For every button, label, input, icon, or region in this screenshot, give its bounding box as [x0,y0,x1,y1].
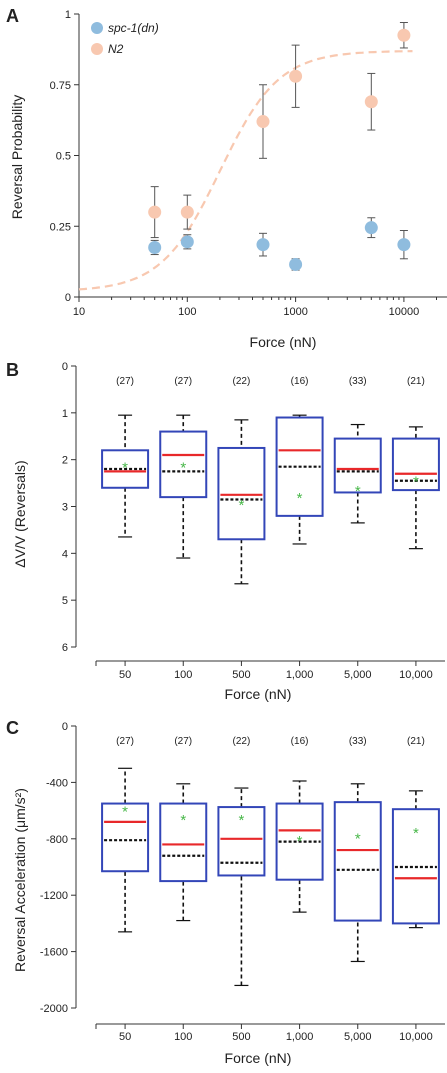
panelC-box [159,802,208,883]
panel-c: C Reversal Acceleration (μm/s²) Force (n… [6,718,445,1066]
panelB-box [333,437,382,494]
panelC-box [333,801,382,922]
panelC-box [217,806,266,877]
panelB-xtick-label: 100 [174,669,192,681]
panel-a-legend: spc-1(dn) N2 [91,21,159,56]
panel-a-xlabel: Force (nN) [250,334,317,350]
panelB-box [159,430,208,499]
panelC-ytick-label: -2000 [40,1003,68,1015]
panel-a-xtick-label: 100 [178,306,196,318]
panelC-count-label: (33) [349,736,367,747]
panelC-count-label: (22) [233,736,251,747]
legend-marker-n2 [91,43,103,55]
legend-label-n2: N2 [108,42,124,56]
panelC-ytick-label: -400 [46,777,68,789]
panelB-ytick-label: 0 [62,361,68,373]
panel-a-ytick-label: 0.25 [50,221,71,233]
panelC-xtick-label: 50 [119,1031,131,1043]
data-point-n2 [180,205,194,219]
panelC-count-label: (27) [174,736,192,747]
panel-a: A Reversal Probability Force (nN) spc-1(… [6,6,447,350]
data-point-n2 [256,115,270,129]
data-point-spc1 [289,257,303,271]
data-point-n2 [289,69,303,83]
panelC-xtick-label: 100 [174,1031,192,1043]
data-point-spc1 [180,235,194,249]
panelB-ytick-label: 4 [62,548,68,560]
data-point-n2 [364,95,378,109]
panelB-ytick-label: 3 [62,502,68,514]
data-point-spc1 [397,238,411,252]
panelC-count-label: (27) [116,736,134,747]
panelB-count-label: (33) [349,376,367,387]
panelC-mean-marker: * [355,830,361,847]
panel-b: B ΔV/V (Reversals) Force (nN) 0 1 2 3 4 5 6 50 (… [6,360,445,702]
legend-marker-spc1 [91,22,103,34]
panelB-count-label: (22) [233,376,251,387]
panelB-xtick-label: 10,000 [399,669,433,681]
panelB-mean-marker: * [122,460,128,477]
data-point-spc1 [148,240,162,254]
panelB-mean-marker: * [180,460,186,477]
panelC-xtick-label: 5,000 [344,1031,372,1043]
panel-b-ylabel: ΔV/V (Reversals) [12,460,28,567]
panelC-mean-marker: * [413,825,419,842]
panelC-ytick-label: -1600 [40,947,68,959]
panel-letter-b: B [6,360,19,380]
panelB-ytick-label: 6 [62,642,68,654]
panelC-mean-marker: * [180,812,186,829]
panelB-ytick-label: 1 [62,408,68,420]
panelB-box [217,446,266,541]
panelB-count-label: (21) [407,376,425,387]
panelB-mean-marker: * [238,497,244,514]
panelC-mean-marker: * [238,812,244,829]
panel-letter-a: A [6,6,19,26]
panelC-count-label: (16) [291,736,309,747]
panelC-xtick-label: 500 [232,1031,250,1043]
panelB-mean-marker: * [355,483,361,500]
panel-a-xtick-label: 10 [73,306,85,318]
panelC-count-label: (21) [407,736,425,747]
panel-a-ytick-label: 0.5 [56,151,71,163]
panel-c-ylabel: Reversal Acceleration (μm/s²) [12,788,28,972]
panelC-xtick-label: 10,000 [399,1031,433,1043]
panel-a-xtick-label: 10000 [389,306,420,318]
panelB-xtick-label: 500 [232,669,250,681]
panelB-mean-marker: * [297,490,303,507]
panelC-mean-marker: * [297,833,303,850]
panel-a-fit-curve [78,50,413,291]
data-point-spc1 [256,238,270,252]
panelC-xtick-label: 1,000 [286,1031,314,1043]
panel-a-ytick-label: 0.75 [50,80,71,92]
panel-letter-c: C [6,718,19,738]
panelB-count-label: (16) [291,376,309,387]
data-point-n2 [397,28,411,42]
panel-b-xlabel: Force (nN) [225,686,292,702]
panelC-ytick-label: 0 [62,721,68,733]
data-point-n2 [148,205,162,219]
panelC-mean-marker: * [122,804,128,821]
panelC-ytick-label: -800 [46,834,68,846]
panel-a-xtick-label: 1000 [283,306,307,318]
panelC-box [101,802,150,873]
panel-a-ytick-label: 0 [65,292,71,304]
panelB-count-label: (27) [116,376,134,387]
data-point-spc1 [364,221,378,235]
panel-a-ytick-label: 1 [65,9,71,21]
panelB-xtick-label: 1,000 [286,669,314,681]
legend-label-spc1: spc-1(dn) [108,21,159,35]
panel-c-xlabel: Force (nN) [225,1050,292,1066]
panelB-count-label: (27) [174,376,192,387]
panelC-ytick-label: -1200 [40,890,68,902]
panelB-mean-marker: * [413,474,419,491]
panelB-xtick-label: 50 [119,669,131,681]
panelB-ytick-label: 5 [62,595,68,607]
panelB-xtick-label: 5,000 [344,669,372,681]
panelB-ytick-label: 2 [62,455,68,467]
panel-a-ylabel: Reversal Probability [9,95,25,220]
